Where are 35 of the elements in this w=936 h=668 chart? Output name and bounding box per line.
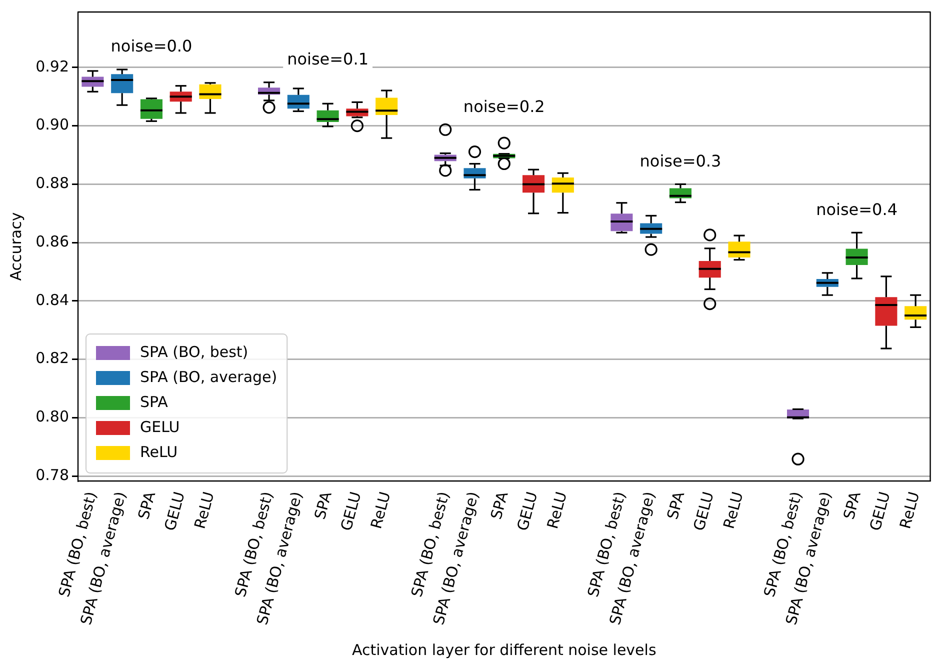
x-tick-label: ReLU — [720, 490, 747, 531]
x-tick-label: GELU — [513, 490, 542, 533]
y-axis-title: Accuracy — [6, 212, 25, 281]
x-tick-label: GELU — [690, 490, 718, 533]
x-tick-label: SPA — [663, 489, 688, 522]
y-tick-label: 0.86 — [36, 232, 69, 250]
annotation: noise=0.0 — [110, 36, 192, 56]
annotation: noise=0.3 — [640, 151, 722, 170]
y-tick-label: 0.84 — [36, 290, 69, 309]
y-tick-label: 0.80 — [36, 408, 69, 426]
x-tick-label: SPA — [310, 489, 336, 522]
annotation: noise=0.2 — [463, 96, 545, 116]
legend-label: SPA — [140, 392, 169, 411]
y-tick-label: 0.92 — [36, 57, 69, 76]
x-axis-title: Activation layer for different noise levels — [352, 640, 656, 659]
y-tick-label: 0.82 — [36, 349, 69, 368]
x-tick-label: GELU — [866, 490, 894, 533]
x-tick-label: ReLU — [190, 490, 218, 531]
x-tick-label: SPA — [487, 489, 512, 522]
x-tick-label: SPA — [134, 489, 160, 522]
y-tick-label: 0.78 — [36, 466, 69, 484]
y-tick-label: 0.88 — [36, 174, 69, 192]
x-tick-label: GELU — [337, 490, 365, 533]
x-tick-label: ReLU — [367, 490, 394, 531]
legend-label: SPA (BO, average) — [140, 368, 278, 386]
legend-label: SPA (BO, best) — [140, 342, 248, 361]
legend-label: ReLU — [140, 442, 178, 461]
annotation: noise=0.1 — [287, 49, 369, 68]
legend-label: GELU — [140, 418, 180, 436]
x-tick-label: ReLU — [896, 490, 924, 531]
x-tick-label: GELU — [160, 490, 188, 533]
y-tick-label: 0.90 — [36, 116, 69, 134]
x-tick-label: ReLU — [543, 490, 571, 531]
x-tick-label: SPA — [840, 489, 865, 522]
annotation: noise=0.4 — [816, 200, 898, 219]
